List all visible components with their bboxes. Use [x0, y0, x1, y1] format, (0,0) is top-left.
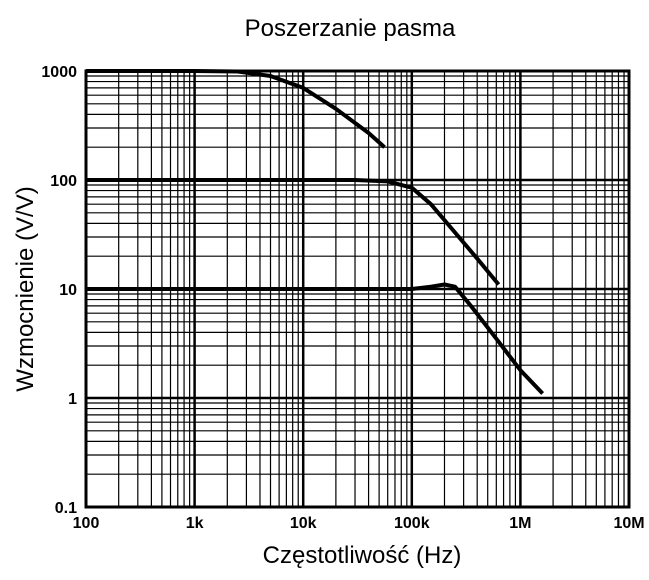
- x-tick-labels: 100 1k 10k 100k 1M 10M: [73, 515, 645, 532]
- x-axis-label: Częstotliwość (Hz): [263, 542, 462, 569]
- series-layer: [86, 69, 545, 395]
- y-tick-label: 1000: [41, 64, 77, 81]
- y-tick-labels: 0.1 1 10 100 1000: [41, 64, 77, 517]
- series-line: [86, 282, 545, 395]
- y-tick-label: 0.1: [55, 500, 77, 517]
- series-line: [86, 178, 501, 286]
- y-tick-label: 10: [59, 282, 77, 299]
- series-line: [86, 69, 386, 149]
- x-tick-label: 10k: [290, 515, 317, 532]
- x-tick-label: 100k: [394, 515, 430, 532]
- chart-title: Poszerzanie pasma: [245, 15, 456, 42]
- y-tick-label: 1: [68, 391, 77, 408]
- x-tick-label: 1M: [509, 515, 531, 532]
- x-tick-label: 1k: [186, 515, 204, 532]
- x-tick-label: 100: [73, 515, 100, 532]
- y-tick-label: 100: [50, 173, 77, 190]
- y-axis-label: Wzmocnienie (V/V): [12, 186, 39, 391]
- x-tick-label: 10M: [613, 515, 644, 532]
